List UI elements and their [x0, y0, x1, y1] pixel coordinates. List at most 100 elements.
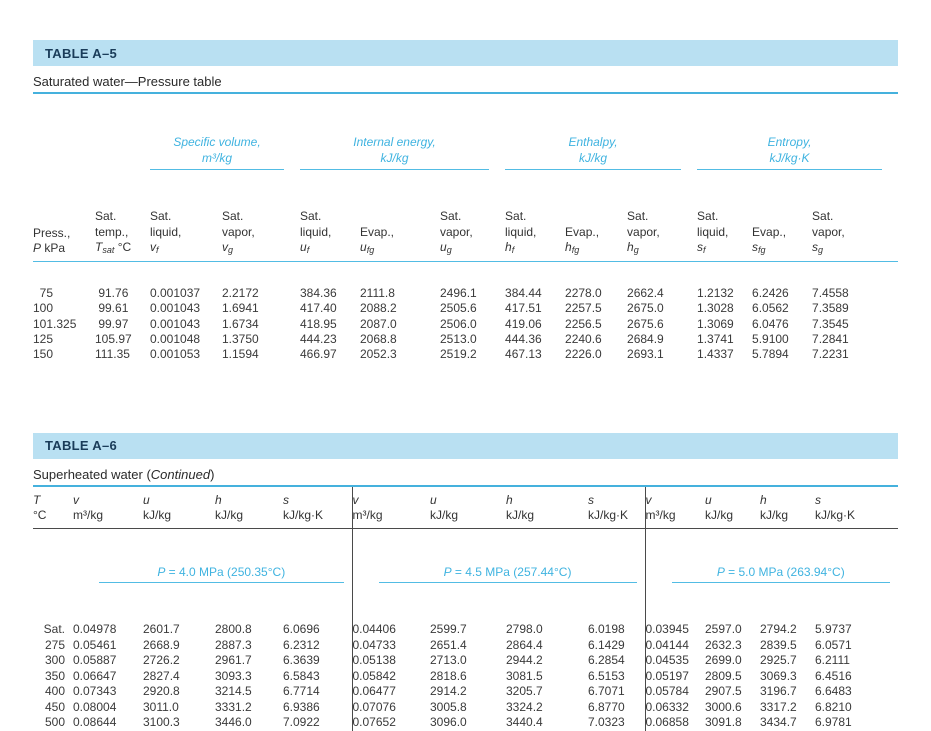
- group-label: Entropy,: [767, 134, 812, 149]
- table-cell: 2278.0: [565, 285, 602, 300]
- table-cell: 150: [33, 347, 54, 362]
- column-header: Sat. temp., Tsat °C: [95, 201, 150, 262]
- table-cell: 2713.0: [430, 653, 467, 668]
- table-cell: 2961.7: [215, 653, 252, 668]
- column-header: v m³/kg: [351, 486, 430, 529]
- column-header: Sat. vapor, ug: [440, 201, 506, 262]
- table-cell: 7.0922: [283, 715, 320, 730]
- table-cell: 0.05887: [73, 653, 117, 668]
- table-cell: Sat.: [43, 622, 65, 637]
- group-header-enthalpy: Enthalpy, kJ/kg: [505, 94, 697, 201]
- table-cell: 2675.0: [627, 301, 664, 316]
- column-header: v m³/kg: [644, 486, 705, 529]
- table-row: 150 111.35 0.001053 1.1594 466.97 2052.3 2519.…: [33, 347, 898, 362]
- table-cell: 0.05842: [351, 668, 430, 685]
- table-cell: 0.06332: [644, 699, 705, 716]
- table-cell: 275: [44, 637, 65, 652]
- table-cell: 6.2312: [283, 637, 320, 652]
- table-cell: 0.04406: [351, 614, 430, 638]
- table-cell: 125: [33, 332, 54, 347]
- pressure-value: = 5.0 MPa (263.94°C): [724, 564, 845, 579]
- table-a6-caption: Superheated water (Continued): [33, 467, 898, 487]
- table-cell: 0.001043: [150, 316, 201, 331]
- table-row: 450 0.08004 3011.0 3331.2 6.9386 0.07076 3005.…: [33, 699, 898, 716]
- table-cell: 3446.0: [215, 715, 252, 730]
- table-cell: 2505.6: [440, 301, 477, 316]
- table-cell: 2599.7: [430, 622, 467, 637]
- table-cell: 2068.8: [360, 332, 397, 347]
- table-cell: 2684.9: [627, 332, 664, 347]
- table-cell: 6.8210: [815, 699, 852, 714]
- column-header: Sat. liquid, sf: [697, 201, 753, 262]
- table-cell: 2662.4: [627, 285, 664, 300]
- table-cell: 6.6483: [815, 684, 852, 699]
- table-cell: 418.95: [300, 316, 337, 331]
- table-cell: 5.9100: [752, 332, 789, 347]
- table-cell: 3205.7: [506, 684, 543, 699]
- group-unit: m³/kg: [202, 150, 232, 165]
- table-cell: 3091.8: [705, 715, 742, 730]
- table-a5-body: 75 91.76 0.001037 2.2172 384.36 2111.8 2496.1…: [33, 261, 898, 363]
- table-cell: 6.0696: [283, 622, 320, 637]
- table-cell: 3081.5: [506, 668, 543, 683]
- table-cell: 2818.6: [430, 668, 467, 683]
- group-unit: kJ/kg: [380, 150, 409, 165]
- table-cell: 2800.8: [215, 622, 252, 637]
- table-row: Sat. 0.04978 2601.7 2800.8 6.0696 0.04406 2599…: [33, 614, 898, 638]
- table-cell: 101.325: [33, 316, 77, 331]
- table-cell: 1.2132: [697, 285, 734, 300]
- column-header: Sat. liquid, vf: [150, 201, 222, 262]
- table-cell: 2675.6: [627, 316, 664, 331]
- column-header: h kJ/kg: [760, 486, 815, 529]
- table-cell: 1.6941: [222, 301, 259, 316]
- table-cell: 417.51: [505, 301, 542, 316]
- column-header: h kJ/kg: [506, 486, 588, 529]
- column-header: s kJ/kg·K: [815, 486, 898, 529]
- table-cell: 7.4558: [812, 285, 849, 300]
- group-label: Internal energy,: [353, 134, 436, 149]
- pressure-header-4-5-mpa: P = 4.5 MPa (257.44°C): [351, 528, 645, 615]
- textbook-page: TABLE A–5 Saturated water—Pressure table…: [33, 40, 899, 731]
- table-cell: 7.3589: [812, 301, 849, 316]
- column-header: Press., P kPa: [33, 201, 95, 262]
- table-a6-title: TABLE A–6: [45, 438, 118, 454]
- table-cell: 444.36: [505, 332, 542, 347]
- table-a5: Specific volume, m³/kg Internal energy, kJ…: [33, 94, 899, 363]
- table-cell: 2601.7: [143, 622, 180, 637]
- group-header-internal-energy: Internal energy, kJ/kg: [300, 94, 505, 201]
- table-row: 400 0.07343 2920.8 3214.5 6.7714 0.06477 2914.…: [33, 684, 898, 700]
- table-a6-caption-text: Superheated water (: [33, 466, 151, 482]
- table-cell: 2920.8: [143, 684, 180, 699]
- group-header-specific-volume: Specific volume, m³/kg: [150, 94, 300, 201]
- table-a5-title: TABLE A–5: [45, 45, 118, 61]
- table-cell: 300: [44, 653, 65, 668]
- column-header: u kJ/kg: [143, 486, 215, 529]
- table-cell: 0.07076: [351, 699, 430, 716]
- table-cell: 2907.5: [705, 684, 742, 699]
- table-cell: 2052.3: [360, 347, 397, 362]
- table-cell: 3093.3: [215, 668, 252, 683]
- table-cell: 0.001037: [150, 285, 201, 300]
- table-cell: 5.9737: [815, 622, 852, 637]
- table-cell: 3214.5: [215, 684, 252, 699]
- table-cell: 3440.4: [506, 715, 543, 730]
- column-header-row: Press., P kPa Sat. temp., Tsat °C Sat. liquid,…: [33, 201, 899, 262]
- table-cell: 6.4516: [815, 668, 852, 683]
- pressure-symbol: P: [157, 564, 166, 579]
- table-row: 350 0.06647 2827.4 3093.3 6.5843 0.05842 2818.…: [33, 668, 898, 685]
- table-cell: 384.36: [300, 285, 337, 300]
- column-header: s kJ/kg·K: [588, 486, 645, 529]
- table-cell: 99.61: [95, 301, 129, 316]
- table-cell: 400: [44, 684, 65, 699]
- table-cell: 466.97: [300, 347, 337, 362]
- table-cell: 0.05138: [351, 653, 430, 669]
- pressure-header-row: P = 4.0 MPa (250.35°C) P = 4.5 MPa (257.…: [33, 528, 898, 615]
- table-cell: 6.9386: [283, 699, 320, 714]
- table-cell: 2794.2: [760, 622, 797, 637]
- table-cell: 0.04978: [73, 622, 117, 637]
- column-header: Sat. vapor, sg: [812, 201, 899, 262]
- table-cell: 2699.0: [705, 653, 742, 668]
- table-cell: 111.35: [95, 347, 130, 362]
- table-cell: 2887.3: [215, 637, 252, 652]
- table-cell: 3000.6: [705, 699, 742, 714]
